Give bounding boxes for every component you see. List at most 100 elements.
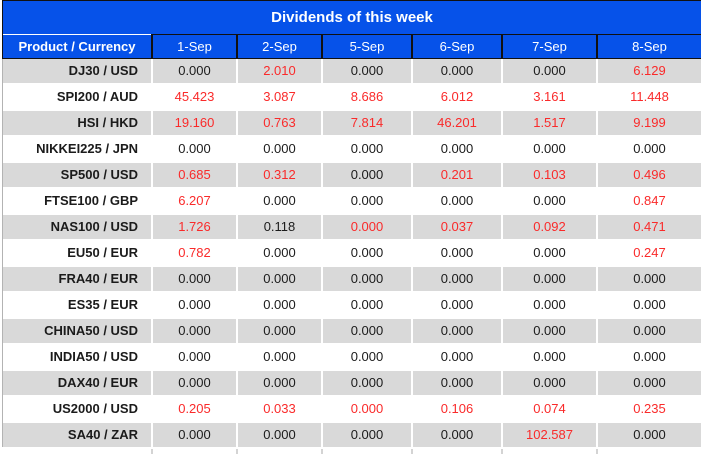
value-cell: 0.000 <box>503 293 596 317</box>
value-cell: 0.074 <box>503 397 596 421</box>
value-cell: 3.087 <box>238 85 321 109</box>
value-cell: 0.000 <box>503 241 596 265</box>
value-cell: 0.000 <box>503 371 596 395</box>
product-cell: NIKKEI225 / JPN <box>3 137 151 161</box>
value-cell: 0.000 <box>598 345 701 369</box>
table-row: ES35 / EUR 0.000 0.000 0.000 0.000 0.000 0.000 <box>3 293 701 317</box>
product-cell: HSI / HKD <box>3 111 151 135</box>
table-row: FTSE100 / GBP 6.207 0.000 0.000 0.000 0.000 0.… <box>3 189 701 213</box>
value-cell: 0.037 <box>413 215 501 239</box>
value-cell: 0.000 <box>153 423 236 447</box>
value-cell: 0.000 <box>238 319 321 343</box>
value-cell: 0.000 <box>323 319 411 343</box>
table-row: HSI / HKD 19.160 0.763 7.814 46.201 1.517 9.19… <box>3 111 701 135</box>
product-cell: SPI200 / AUD <box>3 85 151 109</box>
product-cell: NAS100 / USD <box>3 215 151 239</box>
column-divider-mark <box>596 449 598 454</box>
column-divider-mark <box>501 449 503 454</box>
value-cell: 0.247 <box>598 241 701 265</box>
product-cell: US2000 / USD <box>3 397 151 421</box>
value-cell: 0.000 <box>238 241 321 265</box>
column-header-7-sep: 7-Sep <box>503 35 596 58</box>
product-cell: DJ30 / USD <box>3 59 151 83</box>
value-cell: 11.448 <box>598 85 701 109</box>
value-cell: 0.033 <box>238 397 321 421</box>
next-row-partial <box>3 449 701 454</box>
product-cell: SA40 / ZAR <box>3 423 151 447</box>
column-divider-mark <box>236 449 238 454</box>
value-cell: 0.763 <box>238 111 321 135</box>
value-cell: 0.000 <box>238 267 321 291</box>
value-cell: 7.814 <box>323 111 411 135</box>
table-row: SP500 / USD 0.685 0.312 0.000 0.201 0.103 0.49… <box>3 163 701 187</box>
value-cell: 0.000 <box>413 345 501 369</box>
product-cell: ES35 / EUR <box>3 293 151 317</box>
value-cell: 0.000 <box>323 189 411 213</box>
value-cell: 0.000 <box>323 267 411 291</box>
value-cell: 0.000 <box>413 137 501 161</box>
value-cell: 0.103 <box>503 163 596 187</box>
product-cell: DAX40 / EUR <box>3 371 151 395</box>
product-cell: CHINA50 / USD <box>3 319 151 343</box>
value-cell: 0.685 <box>153 163 236 187</box>
value-cell: 0.000 <box>153 267 236 291</box>
value-cell: 0.000 <box>598 267 701 291</box>
value-cell: 0.000 <box>413 371 501 395</box>
value-cell: 0.000 <box>323 215 411 239</box>
table-row: SPI200 / AUD 45.423 3.087 8.686 6.012 3.161 11… <box>3 85 701 109</box>
product-cell: FRA40 / EUR <box>3 267 151 291</box>
value-cell: 0.000 <box>413 59 501 83</box>
value-cell: 102.587 <box>503 423 596 447</box>
value-cell: 0.471 <box>598 215 701 239</box>
product-cell: INDIA50 / USD <box>3 345 151 369</box>
value-cell: 8.686 <box>323 85 411 109</box>
value-cell: 0.000 <box>323 371 411 395</box>
table-header-section: Dividends of this week Product / Currenc… <box>2 0 701 59</box>
column-header-product: Product / Currency <box>3 35 151 58</box>
table-row: CHINA50 / USD 0.000 0.000 0.000 0.000 0.000 0.… <box>3 319 701 343</box>
table-body: DJ30 / USD 0.000 2.010 0.000 0.000 0.000 6.129… <box>2 59 701 447</box>
column-divider-mark <box>411 449 413 454</box>
value-cell: 0.000 <box>323 59 411 83</box>
product-cell: SP500 / USD <box>3 163 151 187</box>
value-cell: 0.118 <box>238 215 321 239</box>
table-row: DJ30 / USD 0.000 2.010 0.000 0.000 0.000 6.129 <box>3 59 701 83</box>
value-cell: 0.000 <box>323 345 411 369</box>
value-cell: 0.235 <box>598 397 701 421</box>
table-header-row: Product / Currency 1-Sep 2-Sep 5-Sep 6-S… <box>3 35 701 58</box>
table-row: EU50 / EUR 0.782 0.000 0.000 0.000 0.000 0.247 <box>3 241 701 265</box>
value-cell: 3.161 <box>503 85 596 109</box>
value-cell: 0.000 <box>413 319 501 343</box>
table-row: INDIA50 / USD 0.000 0.000 0.000 0.000 0.000 0.… <box>3 345 701 369</box>
value-cell: 0.000 <box>598 423 701 447</box>
value-cell: 0.000 <box>503 319 596 343</box>
value-cell: 0.847 <box>598 189 701 213</box>
value-cell: 0.000 <box>598 293 701 317</box>
table-row: SA40 / ZAR 0.000 0.000 0.000 0.000 102.587 0.0… <box>3 423 701 447</box>
column-divider-mark <box>321 449 323 454</box>
table-title: Dividends of this week <box>3 1 701 34</box>
value-cell: 0.092 <box>503 215 596 239</box>
value-cell: 0.000 <box>323 397 411 421</box>
value-cell: 0.000 <box>323 163 411 187</box>
value-cell: 1.517 <box>503 111 596 135</box>
value-cell: 0.000 <box>323 137 411 161</box>
value-cell: 0.000 <box>238 137 321 161</box>
value-cell: 46.201 <box>413 111 501 135</box>
value-cell: 0.205 <box>153 397 236 421</box>
value-cell: 0.000 <box>153 59 236 83</box>
value-cell: 9.199 <box>598 111 701 135</box>
value-cell: 0.000 <box>238 371 321 395</box>
value-cell: 6.129 <box>598 59 701 83</box>
value-cell: 0.000 <box>153 319 236 343</box>
table-row: DAX40 / EUR 0.000 0.000 0.000 0.000 0.000 0.00… <box>3 371 701 395</box>
value-cell: 0.000 <box>238 345 321 369</box>
column-header-1-sep: 1-Sep <box>153 35 236 58</box>
value-cell: 0.000 <box>413 189 501 213</box>
table-row: NAS100 / USD 1.726 0.118 0.000 0.037 0.092 0.4… <box>3 215 701 239</box>
value-cell: 0.000 <box>598 137 701 161</box>
value-cell: 0.000 <box>503 137 596 161</box>
value-cell: 6.207 <box>153 189 236 213</box>
table-row: FRA40 / EUR 0.000 0.000 0.000 0.000 0.000 0.00… <box>3 267 701 291</box>
